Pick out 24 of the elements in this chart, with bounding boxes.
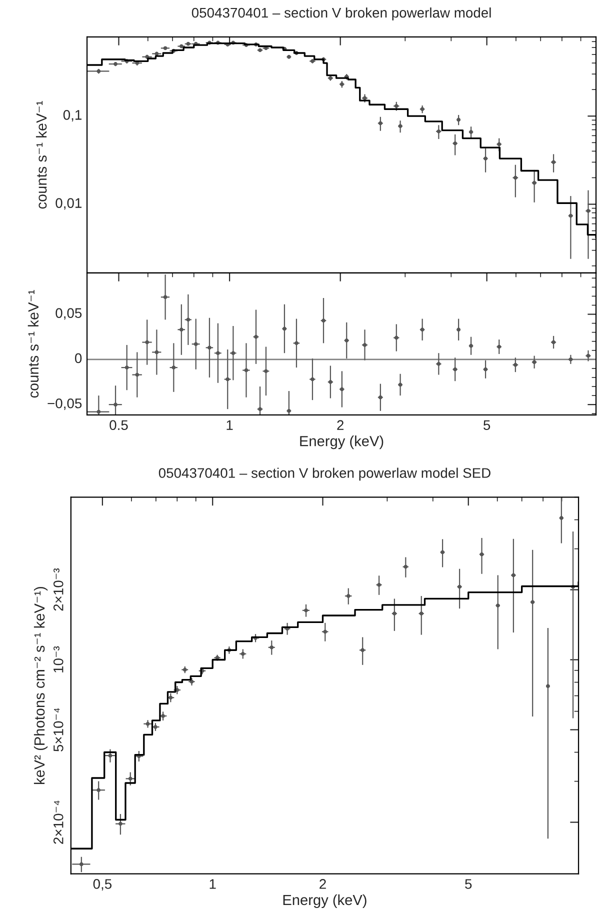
y-tick-label: 10⁻³ [53, 646, 64, 672]
y-tick-label: 2×10⁻⁴ [53, 800, 64, 844]
y-axis-title: counts s⁻¹ keV⁻¹ [28, 290, 39, 398]
x-axis-title: Energy (keV) [283, 894, 366, 908]
x-tick-label: 0,5 [93, 879, 112, 891]
x-axis-title: Energy (keV) [300, 436, 384, 450]
y-tick-label: −0,05 [48, 398, 82, 410]
x-tick-label: 1 [210, 879, 216, 889]
y-tick-label: 0,1 [63, 110, 82, 122]
x-tick-label: 5 [465, 879, 472, 889]
y-axis-title: keV² (Photons cm⁻² s⁻¹ keV⁻¹) [34, 586, 48, 784]
y-tick-label: 2×10⁻³ [53, 568, 64, 611]
y-axis-title: counts s⁻¹ keV⁻¹ [36, 101, 47, 209]
x-tick-label: 5 [484, 420, 490, 430]
y-tick-label: 0,05 [56, 308, 82, 320]
x-tick-label: 0.5 [110, 420, 128, 430]
chart-title: 0504370401 – section V broken powerlaw model SED [158, 468, 490, 481]
x-tick-label: 2 [320, 879, 326, 889]
y-tick-label: 0,01 [56, 198, 82, 210]
y-tick-label: 0 [74, 353, 82, 364]
x-tick-label: 2 [337, 420, 344, 430]
chart-title: 0504370401 – section V broken powerlaw model [192, 7, 491, 20]
y-tick-label: 5×10⁻⁴ [53, 708, 64, 752]
x-tick-label: 1 [226, 420, 233, 430]
